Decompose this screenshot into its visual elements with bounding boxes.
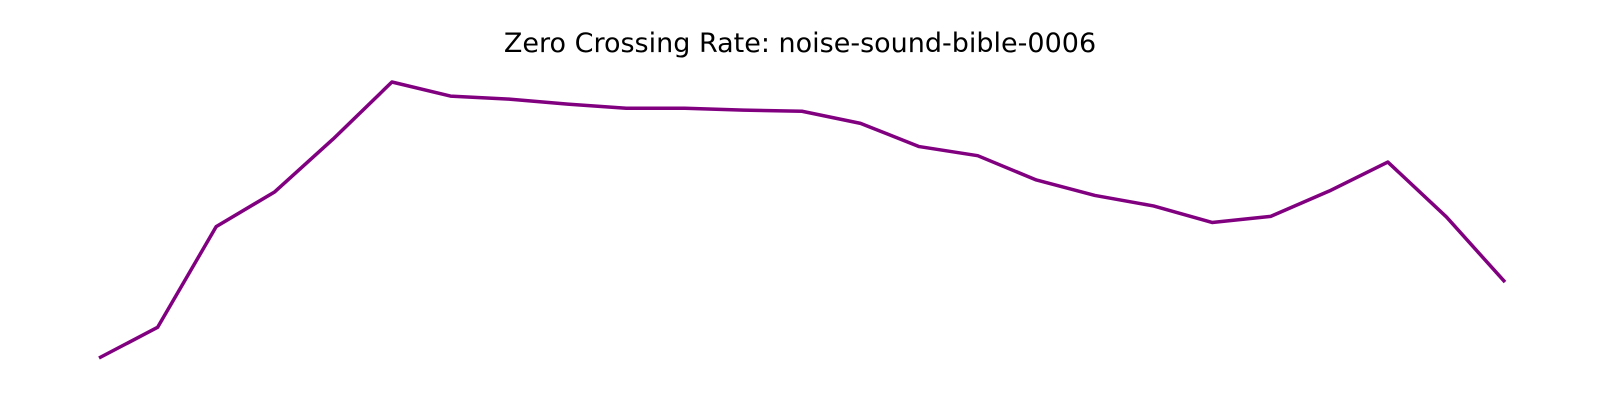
plot-area — [98, 80, 1507, 360]
series-line-0 — [98, 80, 1507, 360]
chart-title: Zero Crossing Rate: noise-sound-bible-00… — [504, 28, 1096, 59]
